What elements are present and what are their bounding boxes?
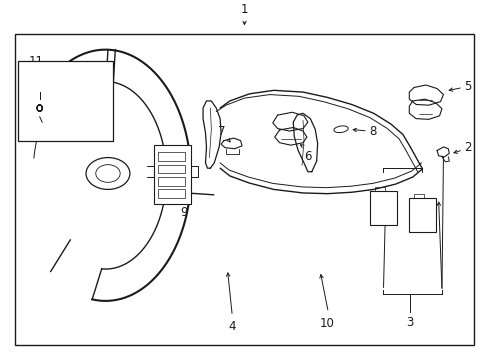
Text: 4: 4 (228, 320, 236, 333)
Text: 1: 1 (240, 3, 248, 16)
Circle shape (86, 158, 130, 189)
Text: 5: 5 (463, 80, 470, 93)
Bar (158, 165, 184, 174)
Bar (158, 177, 184, 186)
Bar (369, 191, 396, 225)
Circle shape (96, 165, 120, 183)
Text: 7: 7 (218, 125, 225, 138)
Text: 9: 9 (180, 206, 187, 219)
Bar (154, 145, 190, 203)
Text: 3: 3 (406, 316, 413, 329)
Bar (158, 189, 184, 198)
Bar (15, 34, 473, 345)
Bar (158, 152, 184, 161)
Text: 12: 12 (73, 66, 88, 79)
Text: 8: 8 (368, 125, 375, 138)
Text: 10: 10 (319, 317, 334, 330)
Text: 2: 2 (463, 141, 470, 154)
Ellipse shape (333, 126, 347, 132)
Bar (18, 61, 113, 140)
Text: 13: 13 (26, 126, 41, 139)
Text: 11: 11 (29, 55, 44, 68)
Bar (408, 198, 435, 232)
Text: 6: 6 (304, 150, 311, 163)
